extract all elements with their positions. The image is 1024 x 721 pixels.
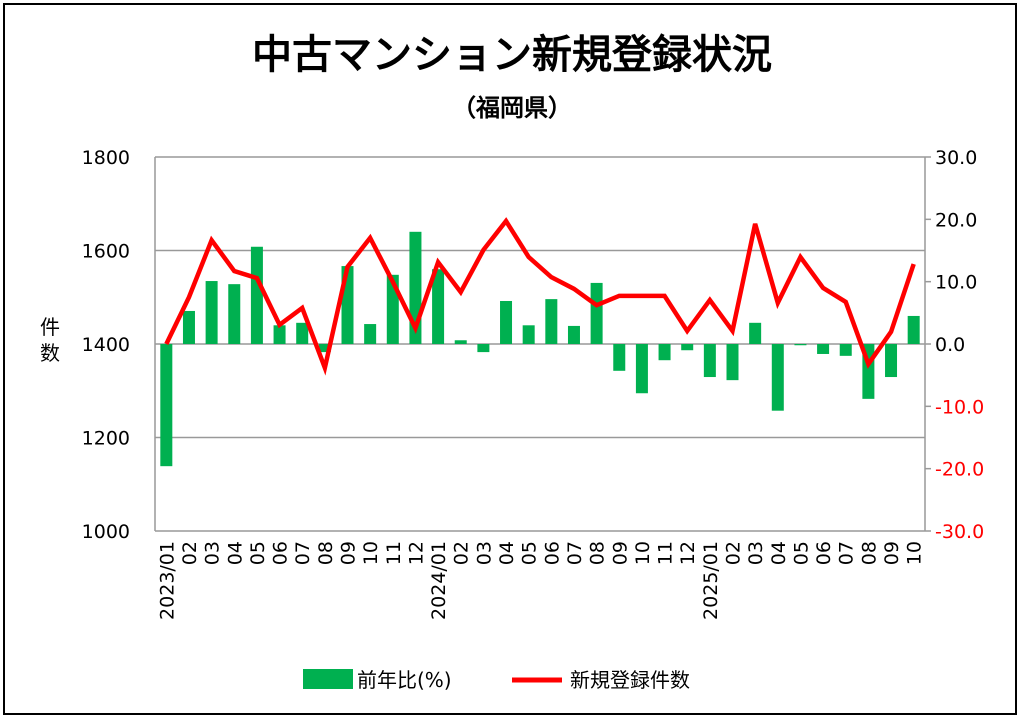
left-tick-label: 1400 — [82, 334, 130, 356]
bar-yoy — [364, 324, 377, 344]
chart-title: 中古マンション新規登録状況 — [252, 32, 772, 78]
x-tick-label: 06 — [813, 541, 835, 565]
bar-yoy — [432, 269, 445, 344]
right-tick-label: -20.0 — [935, 459, 984, 481]
left-tick-label: 1800 — [82, 147, 130, 169]
x-tick-label: 11 — [655, 541, 677, 565]
x-tick-label: 05 — [519, 541, 541, 565]
x-tick-label: 03 — [202, 541, 224, 565]
x-tick-label: 04 — [496, 541, 518, 565]
x-tick-label: 02 — [451, 541, 473, 565]
chart-frame — [3, 3, 1017, 715]
bar-yoy — [885, 344, 898, 378]
bar-yoy — [296, 322, 309, 344]
bar-yoy — [205, 281, 218, 344]
bar-yoy — [817, 344, 830, 354]
x-tick-label: 07 — [292, 541, 314, 565]
x-tick-label: 07 — [564, 541, 586, 565]
x-tick-label: 03 — [473, 541, 495, 565]
bar-yoy — [635, 344, 648, 394]
bar-yoy — [613, 344, 626, 371]
bar-yoy — [250, 246, 263, 344]
right-tick-label: 30.0 — [935, 147, 977, 169]
x-tick-label: 05 — [790, 541, 812, 565]
x-tick-label: 08 — [315, 541, 337, 565]
x-tick-label: 10 — [360, 541, 382, 565]
x-tick-label: 10 — [632, 541, 654, 565]
x-tick-label: 09 — [609, 541, 631, 565]
x-tick-label: 02 — [179, 541, 201, 565]
bar-yoy — [907, 315, 920, 344]
bar-yoy — [771, 344, 784, 411]
line-registrations — [164, 217, 916, 376]
x-tick-label: 06 — [270, 541, 292, 565]
bar-yoy — [567, 325, 580, 344]
x-tick-label: 2025/01 — [700, 541, 722, 620]
bar-yoy — [182, 310, 195, 344]
x-tick-label: 09 — [881, 541, 903, 565]
x-tick-label: 12 — [677, 541, 699, 565]
chart-subtitle: （福岡県） — [452, 94, 572, 122]
bar-yoy — [839, 344, 852, 356]
bar-yoy — [726, 344, 739, 381]
legend-bar-label: 前年比(%) — [357, 668, 452, 692]
x-tick-label: 05 — [247, 541, 269, 565]
left-tick-label: 1200 — [82, 428, 130, 450]
right-tick-label: -30.0 — [935, 521, 984, 543]
legend-line-label: 新規登録件数 — [570, 668, 690, 692]
bar-yoy — [703, 344, 716, 378]
right-tick-label: 20.0 — [935, 209, 977, 231]
x-tick-label: 04 — [224, 541, 246, 565]
bar-yoy — [794, 344, 807, 346]
x-tick-label: 02 — [723, 541, 745, 565]
left-tick-label: 1000 — [82, 521, 130, 543]
bar-yoy — [318, 344, 331, 353]
x-tick-label: 03 — [745, 541, 767, 565]
x-tick-label: 10 — [904, 541, 926, 565]
x-tick-label: 09 — [338, 541, 360, 565]
x-tick-label: 11 — [383, 541, 405, 565]
bar-yoy — [160, 344, 173, 467]
x-tick-label: 04 — [768, 541, 790, 565]
legend: 前年比(%) 新規登録件数 — [303, 668, 690, 692]
bar-yoy — [681, 344, 694, 351]
x-tick-label: 06 — [541, 541, 563, 565]
x-tick-label: 12 — [405, 541, 427, 565]
y-axis-label-left-2: 数 — [40, 341, 60, 365]
x-tick-label: 2023/01 — [156, 541, 178, 620]
x-tick-label: 08 — [858, 541, 880, 565]
right-tick-label: -10.0 — [935, 396, 984, 418]
bar-yoy — [500, 300, 513, 344]
x-tick-label: 08 — [587, 541, 609, 565]
legend-bar-swatch — [303, 669, 353, 689]
x-tick-label: 2024/01 — [428, 541, 450, 620]
bar-yoy — [454, 340, 467, 344]
bar-yoy — [228, 284, 241, 344]
bar-yoy — [273, 325, 286, 344]
bar-yoy — [658, 344, 671, 361]
right-tick-label: 10.0 — [935, 272, 977, 294]
bar-yoy — [522, 325, 535, 344]
bar-yoy — [590, 282, 603, 344]
bar-yoy — [477, 344, 490, 353]
bar-yoy — [749, 322, 762, 344]
left-tick-label: 1600 — [82, 241, 130, 263]
y-axis-label-left-1: 件 — [40, 315, 60, 339]
bar-yoy — [545, 299, 558, 344]
right-tick-label: 0.0 — [935, 334, 965, 356]
x-tick-label: 07 — [836, 541, 858, 565]
